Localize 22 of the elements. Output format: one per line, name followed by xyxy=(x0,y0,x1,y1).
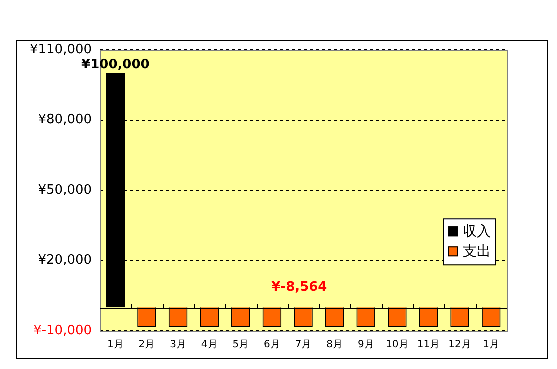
x-tick-label: 8月 xyxy=(326,340,344,351)
legend-label: 収入 xyxy=(463,224,491,240)
annotation: ¥-8,564 xyxy=(272,280,328,295)
y-tick-label: ¥80,000 xyxy=(38,112,92,128)
legend-label: 支出 xyxy=(463,244,491,260)
x-tick-label: 6月 xyxy=(264,340,280,351)
y-tick-label: ¥50,000 xyxy=(38,182,92,198)
y-tick-label: ¥110,000 xyxy=(30,42,92,58)
data-label: ¥100,000 xyxy=(82,57,150,72)
x-tick-label: 3月 xyxy=(170,340,186,351)
x-tick-label: 5月 xyxy=(232,340,250,351)
x-tick-label: 1月 xyxy=(483,340,500,351)
x-tick-label: 12月 xyxy=(448,340,472,351)
y-tick-label: ¥-10,000 xyxy=(34,323,92,338)
x-tick-label: 11月 xyxy=(417,340,440,351)
x-tick-label: 2月 xyxy=(138,340,156,351)
x-tick-label: 10月 xyxy=(386,340,409,351)
y-tick-label: ¥20,000 xyxy=(38,253,92,268)
x-tick-label: 4月 xyxy=(201,340,218,351)
x-tick-label: 9月 xyxy=(358,340,374,351)
x-tick-label: 7月 xyxy=(295,340,312,351)
x-tick-label: 1月 xyxy=(107,340,124,351)
